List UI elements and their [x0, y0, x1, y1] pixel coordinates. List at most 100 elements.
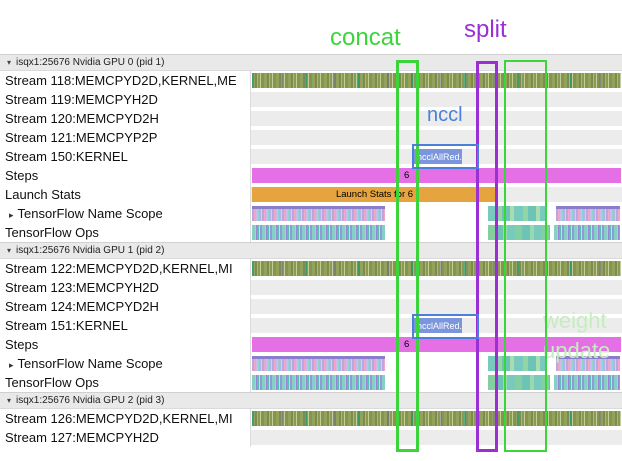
timeline-row: Stream 122:MEMCPYD2D,KERNEL,MI	[0, 259, 622, 278]
timeline-row: Stream 127:MEMCPYH2D	[0, 428, 622, 447]
timeline-row: Steps 6	[0, 166, 622, 185]
collapse-arrow-icon[interactable]: ▾	[7, 245, 12, 255]
row-track	[250, 297, 622, 316]
row-track: ncclAllRed...	[250, 316, 622, 335]
row-track	[250, 354, 622, 373]
timeline-row: Stream 118:MEMCPYD2D,KERNEL,ME	[0, 71, 622, 90]
row-track	[250, 223, 622, 242]
nccl-event-bar[interactable]: ncclAllRed...	[414, 149, 462, 164]
timeline-row: ▸ TensorFlow Name Scope	[0, 354, 622, 373]
concat-annotation-label: concat	[330, 24, 401, 51]
row-track	[250, 109, 622, 128]
timeline-row: Stream 120:MEMCPYD2H	[0, 109, 622, 128]
expand-arrow-icon[interactable]: ▸	[9, 210, 14, 220]
timeline-row: Stream 126:MEMCPYD2D,KERNEL,MI	[0, 409, 622, 428]
section-header-row[interactable]: ▾ isqx1:25676 Nvidia GPU 0 (pid 1)	[0, 54, 622, 71]
section-title: isqx1:25676 Nvidia GPU 0 (pid 1)	[16, 57, 165, 68]
expand-arrow-icon[interactable]: ▸	[9, 360, 14, 370]
timeline-row: Stream 124:MEMCPYD2H	[0, 297, 622, 316]
row-track	[250, 373, 622, 392]
collapse-arrow-icon[interactable]: ▾	[7, 395, 12, 405]
stream-events-bar[interactable]	[252, 73, 621, 88]
timeline-row: Steps 6	[0, 335, 622, 354]
row-track	[250, 71, 622, 90]
section-title: isqx1:25676 Nvidia GPU 2 (pid 3)	[16, 395, 165, 406]
steps-bar[interactable]: 6	[252, 337, 621, 352]
track-background	[251, 430, 622, 445]
row-label: Stream 150:KERNEL	[5, 149, 128, 164]
timeline-rows: ▾ isqx1:25676 Nvidia GPU 0 (pid 1) Strea…	[0, 54, 622, 447]
collapse-arrow-icon[interactable]: ▾	[7, 57, 12, 67]
timeline-row: TensorFlow Ops	[0, 223, 622, 242]
timeline-row: TensorFlow Ops	[0, 373, 622, 392]
name-scope-events-bar[interactable]	[488, 356, 547, 371]
row-label: Stream 126:MEMCPYD2D,KERNEL,MI	[5, 411, 233, 426]
timeline-row: Stream 150:KERNEL ncclAllRed...	[0, 147, 622, 166]
row-label: ▸ TensorFlow Name Scope	[0, 204, 250, 223]
row-track: 6	[250, 335, 622, 354]
event-label: Launch Stats for 6	[335, 189, 414, 200]
tf-ops-events-bar[interactable]	[554, 375, 620, 390]
row-label: Stream 119:MEMCPYH2D	[5, 92, 158, 107]
timeline-row: Launch Stats Launch Stats for 6	[0, 185, 622, 204]
row-label: TensorFlow Ops	[5, 375, 99, 390]
track-background	[251, 299, 622, 314]
row-label: Stream 123:MEMCPYH2D	[5, 280, 159, 295]
step-number-label: 6	[404, 339, 410, 350]
tf-ops-events-bar[interactable]	[488, 225, 550, 240]
stream-events-bar[interactable]	[252, 261, 621, 276]
name-scope-events-bar[interactable]	[488, 206, 547, 221]
row-track	[250, 409, 622, 428]
track-background	[251, 280, 622, 295]
row-track: ncclAllRed...	[250, 147, 622, 166]
row-label: Stream 120:MEMCPYD2H	[5, 111, 159, 126]
row-label: TensorFlow Ops	[5, 225, 99, 240]
row-track	[250, 128, 622, 147]
tf-ops-events-bar[interactable]	[252, 375, 385, 390]
section-header-row[interactable]: ▾ isqx1:25676 Nvidia GPU 1 (pid 2)	[0, 242, 622, 259]
row-track	[250, 278, 622, 297]
timeline-row: Stream 151:KERNEL ncclAllRed...	[0, 316, 622, 335]
row-label-text: TensorFlow Name Scope	[17, 356, 163, 371]
row-label-text: TensorFlow Name Scope	[17, 206, 163, 221]
launch-stats-bar[interactable]: Launch Stats for 6	[252, 187, 497, 202]
event-label: ncclAllRed...	[417, 152, 462, 162]
row-label: Stream 124:MEMCPYD2H	[5, 299, 159, 314]
row-label: Launch Stats	[5, 187, 81, 202]
row-track: 6	[250, 166, 622, 185]
row-label: Stream 127:MEMCPYH2D	[5, 430, 159, 445]
timeline-row: Stream 121:MEMCPYP2P	[0, 128, 622, 147]
row-track: Launch Stats for 6	[250, 185, 622, 204]
stream-events-bar[interactable]	[252, 411, 621, 426]
timeline-row: Stream 119:MEMCPYH2D	[0, 90, 622, 109]
row-label: Steps	[5, 168, 39, 183]
track-background	[251, 130, 622, 145]
split-annotation-label: split	[464, 16, 507, 43]
row-label: ▸ TensorFlow Name Scope	[0, 354, 250, 373]
track-background	[251, 111, 622, 126]
tf-ops-events-bar[interactable]	[252, 225, 385, 240]
section-title: isqx1:25676 Nvidia GPU 1 (pid 2)	[16, 245, 165, 256]
name-scope-events-bar[interactable]	[252, 206, 385, 221]
tf-ops-events-bar[interactable]	[554, 225, 620, 240]
row-label: Stream 151:KERNEL	[5, 318, 128, 333]
track-background	[251, 92, 622, 107]
section-header-row[interactable]: ▾ isqx1:25676 Nvidia GPU 2 (pid 3)	[0, 392, 622, 409]
tf-ops-events-bar[interactable]	[488, 375, 550, 390]
row-label: Steps	[5, 337, 39, 352]
row-label: Stream 122:MEMCPYD2D,KERNEL,MI	[5, 261, 233, 276]
row-label: Stream 118:MEMCPYD2D,KERNEL,ME	[5, 73, 237, 88]
timeline-row: ▸ TensorFlow Name Scope	[0, 204, 622, 223]
name-scope-events-bar[interactable]	[252, 356, 385, 371]
row-track	[250, 90, 622, 109]
step-number-label: 6	[404, 170, 410, 181]
name-scope-events-bar[interactable]	[556, 356, 620, 371]
steps-bar[interactable]: 6	[252, 168, 621, 183]
row-track	[250, 259, 622, 278]
name-scope-events-bar[interactable]	[556, 206, 620, 221]
nccl-event-bar[interactable]: ncclAllRed...	[414, 318, 462, 333]
timeline-row: Stream 123:MEMCPYH2D	[0, 278, 622, 297]
event-label: ncclAllRed...	[417, 321, 462, 331]
row-label: Stream 121:MEMCPYP2P	[5, 130, 158, 145]
